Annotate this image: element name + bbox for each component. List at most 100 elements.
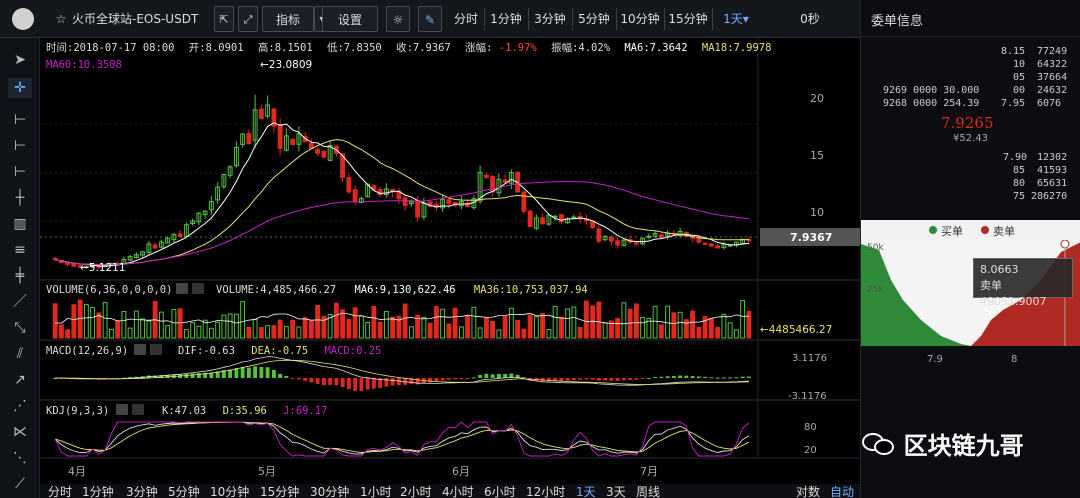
channel-icon[interactable]: ≡: [14, 242, 26, 258]
candle-body: [271, 108, 277, 127]
period-tab-0[interactable]: 分时: [453, 12, 478, 26]
bid-row[interactable]: 85 41593: [1013, 165, 1068, 176]
depth-cursor-dot: [1060, 240, 1070, 249]
macd-settings-icon[interactable]: [134, 344, 146, 355]
pitchfork-icon[interactable]: ⤡: [14, 320, 26, 336]
bottom-period-12[interactable]: 1天: [576, 485, 596, 498]
fib-icon[interactable]: ╪: [15, 268, 25, 284]
period-tab-4[interactable]: 10分钟: [620, 12, 660, 26]
measure-icon[interactable]: ⟋: [15, 476, 25, 492]
macd-bar: [353, 378, 358, 391]
favorite-star-icon[interactable]: ☆: [55, 12, 67, 26]
macd-bar: [490, 374, 495, 378]
macd-bar: [334, 378, 339, 386]
macd-bar: [128, 377, 133, 379]
macd-bar: [715, 377, 720, 379]
volume-bar: [240, 301, 246, 339]
macd-dif: DIF:-0.63: [178, 345, 235, 357]
ask-row[interactable]: 8.15 77249: [1001, 46, 1068, 57]
parallel-icon[interactable]: ⫽: [16, 346, 24, 362]
indicator-button[interactable]: 指标: [262, 6, 314, 32]
kdj-close-icon[interactable]: [132, 404, 144, 415]
period-tab-2[interactable]: 3分钟: [534, 12, 566, 26]
trendline-icon[interactable]: ／: [13, 294, 27, 310]
candle-body: [183, 224, 189, 238]
candle-body: [77, 265, 83, 268]
price-line-icon[interactable]: ▥: [13, 216, 27, 232]
horizontal-line-icon[interactable]: ⊢: [13, 138, 27, 154]
volume-bar: [690, 310, 696, 339]
volume-bar: [208, 327, 214, 339]
macd-bar: [665, 376, 670, 378]
period-tab-3[interactable]: 5分钟: [578, 12, 610, 26]
bottom-period-0[interactable]: 分时: [48, 485, 73, 498]
bottom-period-13[interactable]: 3天: [606, 485, 626, 498]
volume-close-icon[interactable]: [192, 283, 204, 294]
volume-bar: [627, 308, 633, 339]
candle-body: [352, 189, 358, 203]
macd-bar: [696, 376, 701, 378]
bottom-period-8[interactable]: 2小时: [400, 485, 432, 498]
bid-row[interactable]: 80 65631: [1013, 178, 1068, 189]
macd-close-icon[interactable]: [150, 344, 162, 355]
ask-row[interactable]: 10 64322: [1013, 59, 1068, 70]
bottom-period-6[interactable]: 30分钟: [310, 485, 350, 498]
vertical-line-icon[interactable]: ┼: [15, 190, 25, 206]
macd-bar: [709, 377, 714, 379]
draw-icon[interactable]: ✎: [418, 6, 442, 32]
volume-bar: [546, 328, 552, 339]
segment-icon[interactable]: ⊢: [13, 112, 27, 128]
kdj-d: D:35.96: [223, 405, 267, 417]
settings-button[interactable]: 设置: [322, 6, 378, 32]
candle-body: [533, 217, 539, 229]
period-tab-1[interactable]: 1分钟: [490, 12, 522, 26]
cursor-icon[interactable]: ➤: [14, 52, 26, 68]
ray-icon[interactable]: ⊢: [13, 164, 27, 180]
candle-body: [602, 235, 608, 241]
volume-bar: [577, 326, 583, 339]
candle-body: [177, 233, 183, 237]
bottom-period-11[interactable]: 12小时: [526, 485, 566, 498]
macd-bar: [559, 378, 564, 382]
bottom-period-1[interactable]: 1分钟: [82, 485, 114, 498]
volume-bar: [140, 318, 146, 339]
bottom-period-2[interactable]: 3分钟: [126, 485, 158, 498]
gann-icon[interactable]: ⋰: [13, 398, 27, 414]
volume-bar: [296, 326, 302, 339]
kline-chart[interactable]: 时间:2018-07-17 08:00 开:8.0901 高:8.1501 低:…: [40, 38, 860, 484]
bid-row[interactable]: 75 286270: [1013, 191, 1068, 202]
period-tab-5[interactable]: 15分钟: [668, 12, 708, 26]
zigzag-icon[interactable]: ⋉: [13, 424, 27, 440]
symbol-expand-icon[interactable]: ⇱: [214, 6, 234, 32]
ask-row[interactable]: 9269 0000 30.000 00 24632: [883, 85, 1068, 96]
active-period-dropdown[interactable]: 1天▾: [723, 12, 749, 26]
fullscreen-icon[interactable]: ⤢: [238, 6, 258, 32]
bottom-period-7[interactable]: 1小时: [360, 485, 392, 498]
log-scale-toggle[interactable]: 对数: [796, 485, 821, 498]
ask-row[interactable]: 9268 0000 254.39 7.95 6076: [883, 98, 1062, 109]
wave-icon[interactable]: ⋱: [13, 450, 27, 466]
macd-bar: [240, 366, 245, 378]
arrow-line-icon[interactable]: ↗: [14, 372, 26, 388]
bottom-period-5[interactable]: 15分钟: [260, 485, 300, 498]
kdj-lines: [54, 421, 750, 457]
bottom-period-4[interactable]: 10分钟: [210, 485, 250, 498]
macd-bar: [659, 376, 664, 378]
ask-row[interactable]: 05 37664: [1013, 72, 1068, 83]
bottom-period-9[interactable]: 4小时: [442, 485, 474, 498]
candle-body: [527, 210, 533, 228]
bid-row[interactable]: 7.90 12302: [1003, 152, 1068, 163]
volume-bar: [190, 322, 196, 339]
kdj-settings-icon[interactable]: [116, 404, 128, 415]
theme-icon[interactable]: ☼: [386, 6, 410, 32]
bottom-period-3[interactable]: 5分钟: [168, 485, 200, 498]
symbol-title[interactable]: 火币全球站-EOS-USDT: [72, 12, 199, 26]
volume-settings-icon[interactable]: [176, 283, 188, 294]
crosshair-icon[interactable]: ✛: [8, 78, 32, 98]
macd-y-top: 3.1176: [792, 353, 827, 364]
buy-dot-icon: [929, 226, 937, 234]
auto-scale-toggle[interactable]: 自动: [830, 485, 855, 498]
bottom-period-14[interactable]: 周线: [636, 485, 661, 498]
bottom-period-10[interactable]: 6小时: [484, 485, 516, 498]
y-tick-15: 15: [810, 149, 824, 162]
